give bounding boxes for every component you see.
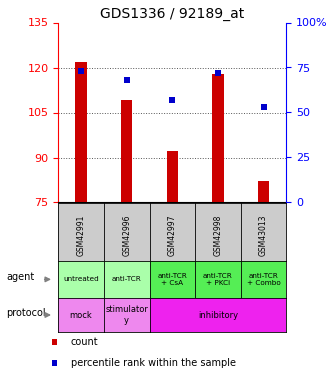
Text: anti-TCR
+ PKCi: anti-TCR + PKCi [203,273,233,286]
Title: GDS1336 / 92189_at: GDS1336 / 92189_at [100,8,244,21]
Bar [258,182,269,203]
Text: GSM42998: GSM42998 [213,214,222,256]
Text: GSM43013: GSM43013 [259,214,268,256]
Bar [212,74,224,202]
Bar [121,100,133,202]
Text: stimulator
y: stimulator y [105,305,148,325]
Text: GSM42997: GSM42997 [168,214,177,256]
Text: mock: mock [70,310,93,320]
Text: inhibitory: inhibitory [198,310,238,320]
Text: percentile rank within the sample: percentile rank within the sample [71,358,236,368]
Text: GSM42996: GSM42996 [122,214,131,256]
Text: anti-TCR
+ Combo: anti-TCR + Combo [247,273,280,286]
Text: agent: agent [6,273,34,282]
Text: count: count [71,337,99,347]
Text: untreated: untreated [63,276,99,282]
Bar [75,62,87,202]
Text: GSM42991: GSM42991 [77,214,86,256]
Bar [166,152,178,202]
Text: anti-TCR: anti-TCR [112,276,142,282]
Text: anti-TCR
+ CsA: anti-TCR + CsA [158,273,187,286]
Text: protocol: protocol [6,308,46,318]
